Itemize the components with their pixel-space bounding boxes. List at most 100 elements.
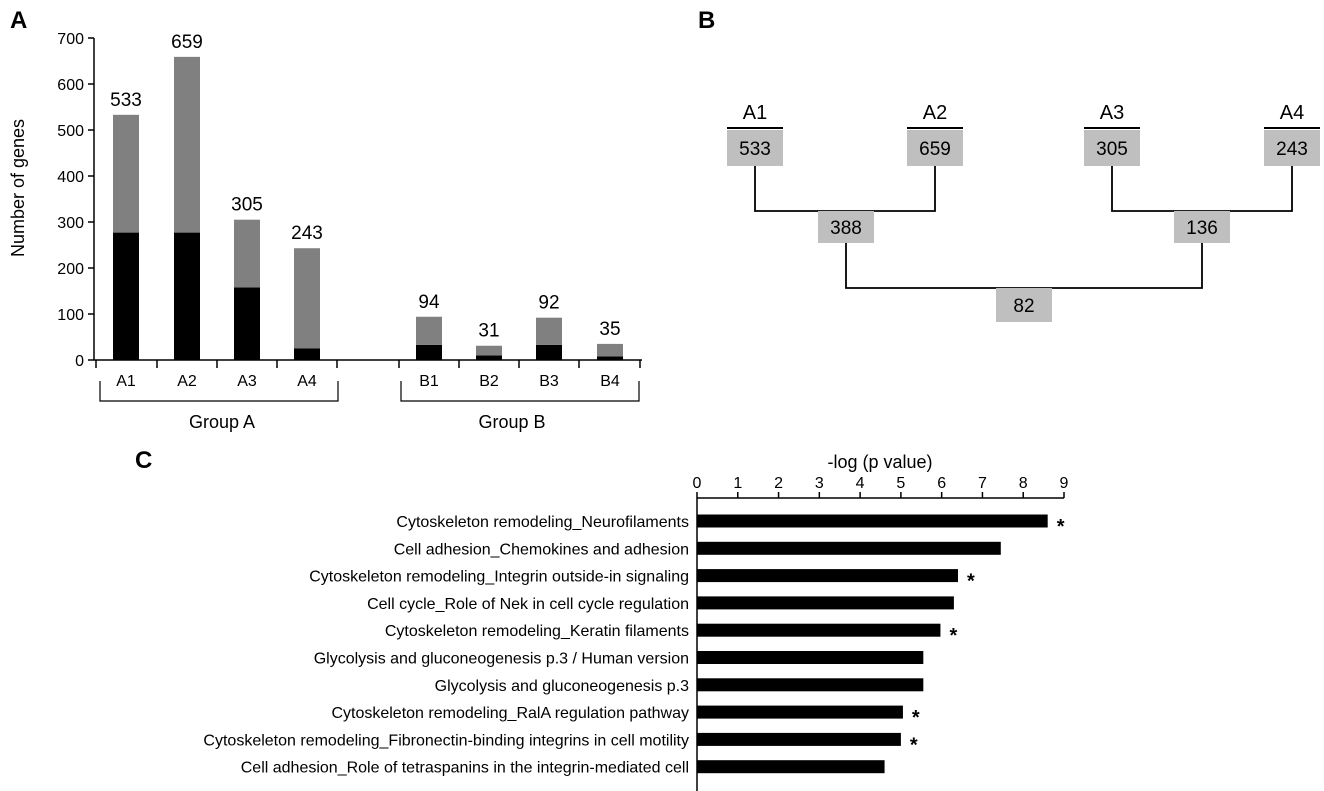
category-label: A2 <box>177 373 197 390</box>
panel-b-tree-diagram: A1 533 A2 659 A3 305 A4 243 388 136 82 <box>727 102 1320 322</box>
tree-leaf-label: A2 <box>923 102 947 124</box>
y-axis-title: Number of genes <box>8 119 28 257</box>
x-tick-label: 5 <box>896 475 905 492</box>
significance-marker: * <box>967 571 975 593</box>
panel-b-letter: B <box>698 7 715 34</box>
tree-leaf-box <box>1264 130 1320 166</box>
panel-c-pathway-chart: -log (p value) 0 1 2 3 4 5 6 7 8 9 Cytoskeleton re… <box>203 452 1069 791</box>
pathway-label: Cell cycle_Role of Nek in cell cycle reg… <box>367 596 689 613</box>
tree-leaf-box <box>1084 130 1140 166</box>
tree-leaf-box <box>907 130 963 166</box>
tree-pair-value: 136 <box>1186 218 1218 239</box>
bar-value-label: 92 <box>538 293 559 314</box>
y-tick-label: 500 <box>57 123 84 140</box>
bar-segment-total <box>294 248 320 349</box>
pathway-label: Glycolysis and gluconeogenesis p.3 / Hum… <box>314 651 689 668</box>
group-b-label: Group B <box>478 412 545 432</box>
tree-connector <box>845 243 1203 289</box>
significance-marker: * <box>910 734 918 756</box>
bar-value-label: 533 <box>110 90 142 111</box>
pathway-bar <box>697 623 941 637</box>
category-label: A1 <box>116 373 136 390</box>
x-tick-label: 6 <box>937 475 946 492</box>
bar-segment-total <box>597 343 623 357</box>
pathway-bar <box>697 651 924 664</box>
tree-leaf-label: A3 <box>1100 102 1124 124</box>
bar-segment-shared <box>597 356 623 360</box>
bar-value-label: 243 <box>291 223 323 244</box>
tree-pair-box <box>1174 211 1230 243</box>
pathway-bar <box>697 514 1048 528</box>
x-tick-label: 0 <box>693 475 702 492</box>
bar-segment-total <box>234 219 260 288</box>
y-tick-label: 400 <box>57 169 84 186</box>
category-label: B3 <box>539 373 559 390</box>
pathway-bar <box>697 678 924 692</box>
bar-segment-total <box>476 345 502 356</box>
x-tick-label: 7 <box>978 475 987 492</box>
significance-marker: * <box>949 625 957 647</box>
pathway-label: Cytoskeleton remodeling_Fibronectin-bind… <box>203 732 689 749</box>
significance-marker: * <box>912 707 920 729</box>
bar-value-label: 31 <box>478 321 499 342</box>
group-a-label: Group A <box>189 412 255 432</box>
tree-pair-box <box>818 211 874 243</box>
y-tick-label: 100 <box>57 307 84 324</box>
tree-leaf-label: A4 <box>1280 102 1304 124</box>
bar-segment-shared <box>476 355 502 360</box>
tree-root-value: 82 <box>1013 296 1034 317</box>
bar-value-label: 305 <box>231 195 263 216</box>
tree-root-box <box>996 288 1052 322</box>
category-label: B1 <box>419 373 439 390</box>
pathway-bar <box>697 596 954 610</box>
pathway-label: Cell adhesion_Role of tetraspanins in th… <box>241 760 689 777</box>
tree-connector <box>1111 166 1293 212</box>
category-label: A4 <box>297 373 317 390</box>
bar-segment-shared <box>113 232 139 360</box>
bar-value-label: 35 <box>599 319 620 340</box>
panel-a-bar-chart: Number of genes Group A Group B 0 100 200 3… <box>8 31 642 432</box>
bar-segment-shared <box>174 232 200 360</box>
x-tick-label: 9 <box>1060 475 1069 492</box>
bar-segment-total <box>174 56 200 233</box>
x-tick-label: 8 <box>1019 475 1028 492</box>
pathway-label: Cytoskeleton remodeling_Neurofilaments <box>396 514 689 531</box>
x-tick-label: 2 <box>774 475 783 492</box>
category-label: B4 <box>600 373 620 390</box>
svg-text:Group A: Group A <box>189 412 255 432</box>
tree-leaf-value: 243 <box>1276 139 1308 160</box>
y-tick-label: 600 <box>57 77 84 94</box>
y-tick-label: 0 <box>75 353 84 370</box>
pathway-bar <box>697 732 901 746</box>
pathway-bar <box>697 705 903 719</box>
panel-a-letter: A <box>10 7 27 34</box>
pathway-bar <box>697 569 958 583</box>
bar-segment-shared <box>536 344 562 360</box>
tree-leaf-value: 305 <box>1096 139 1128 160</box>
x-axis-title: -log (p value) <box>827 452 932 472</box>
pathway-label: Cell adhesion_Chemokines and adhesion <box>394 541 689 558</box>
tree-pair-value: 388 <box>830 218 862 239</box>
y-tick-label: 700 <box>57 31 84 48</box>
tree-leaf-label: A1 <box>743 102 767 124</box>
group-b-bracket <box>400 381 640 402</box>
x-tick-label: 3 <box>815 475 824 492</box>
pathway-label: Cytoskeleton remodeling_RalA regulation … <box>331 705 689 722</box>
pathway-bar <box>697 541 1001 555</box>
bar-segment-shared <box>416 344 442 360</box>
pathway-label: Cytoskeleton remodeling_Integrin outside… <box>309 569 689 586</box>
bar-segment-total <box>416 316 442 345</box>
category-label: A3 <box>237 373 257 390</box>
pathway-bar <box>697 760 885 774</box>
tree-leaf-value: 533 <box>739 139 771 160</box>
x-tick-label: 1 <box>733 475 742 492</box>
x-tick-label: 4 <box>856 475 865 492</box>
bar-segment-shared <box>234 287 260 360</box>
tree-leaf-box <box>727 130 783 166</box>
pathway-label: Glycolysis and gluconeogenesis p.3 <box>435 678 689 695</box>
tree-connector <box>754 166 936 212</box>
tree-leaf-value: 659 <box>919 139 951 160</box>
category-label: B2 <box>479 373 499 390</box>
y-tick-label: 200 <box>57 261 84 278</box>
